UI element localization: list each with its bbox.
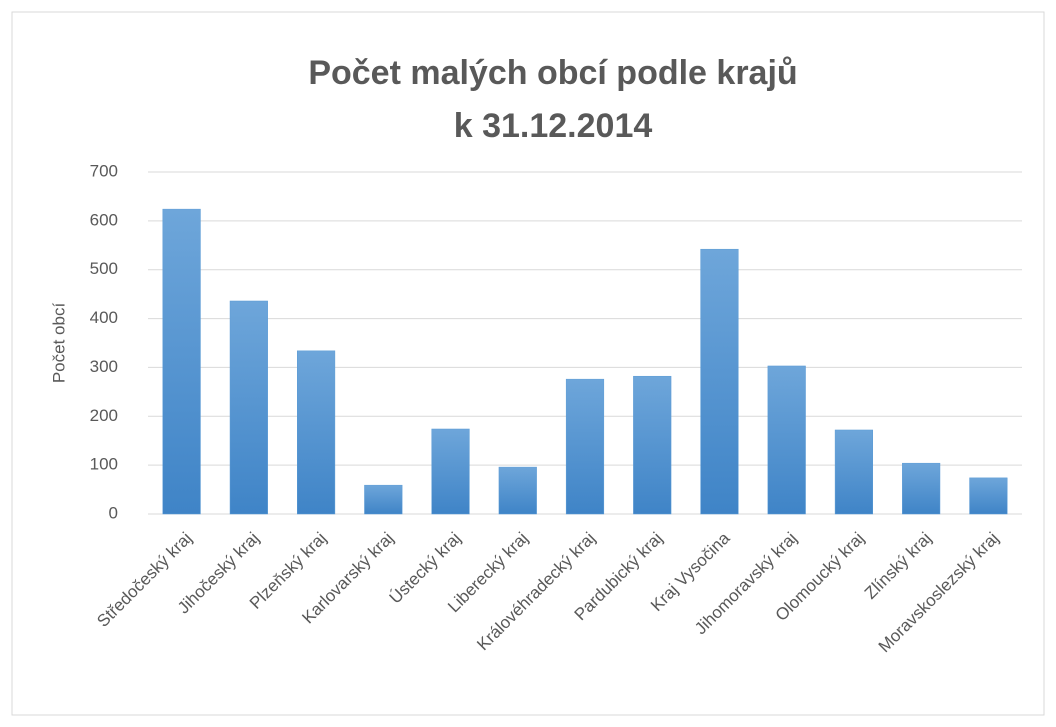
y-tick-label: 400 (90, 308, 118, 327)
bar (565, 378, 605, 515)
y-tick-label: 300 (90, 357, 118, 376)
y-tick-label: 0 (109, 503, 118, 522)
bar (633, 375, 672, 515)
bar (162, 208, 201, 515)
bar (700, 248, 739, 515)
bar (902, 462, 941, 515)
bar (969, 477, 1008, 515)
y-tick-label: 700 (90, 161, 118, 180)
y-axis-label: Počet obcí (49, 303, 68, 384)
bar (431, 428, 470, 515)
bar (498, 466, 537, 515)
y-tick-label: 100 (90, 455, 118, 474)
y-tick-label: 600 (90, 210, 118, 229)
bar (834, 429, 873, 515)
bar (297, 350, 336, 515)
y-tick-label: 500 (90, 259, 118, 278)
bar (364, 484, 403, 515)
chart-title: k 31.12.2014 (454, 107, 653, 145)
bar (767, 365, 806, 515)
chart-title: Počet malých obcí podle krajů (308, 54, 797, 92)
bar (229, 300, 268, 515)
y-tick-label: 200 (90, 406, 118, 425)
